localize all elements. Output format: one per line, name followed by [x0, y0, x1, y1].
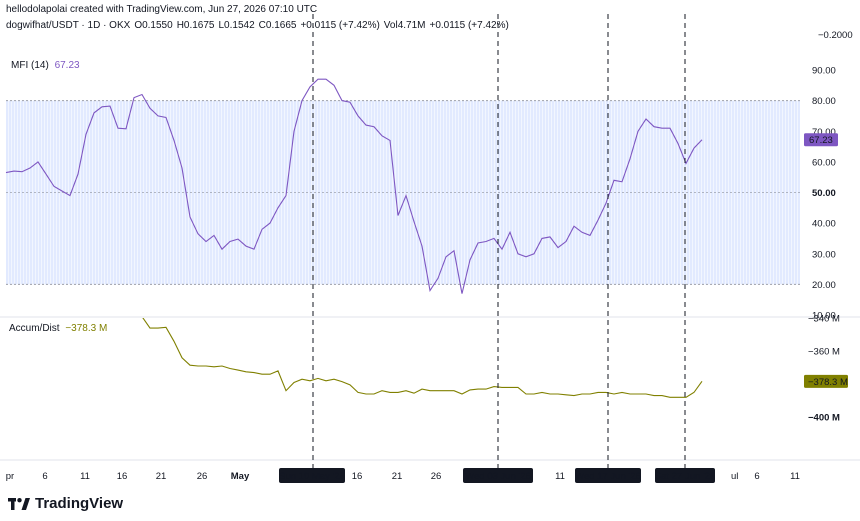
x-axis-tick: 26: [197, 471, 208, 482]
x-axis-tick: pr: [6, 471, 14, 482]
x-axis-tick: 6: [42, 471, 47, 482]
date-highlight-label-bg: [463, 468, 533, 483]
brand-name: TradingView: [35, 495, 124, 512]
mfi-y-tick: 20.00: [812, 280, 836, 291]
accum-dist-last-value-text: −378.3 M: [808, 377, 848, 388]
mfi-y-tick: 50.00: [812, 188, 836, 199]
x-axis-tick: 6: [754, 471, 759, 482]
chart-attribution: hellodolapolai created with TradingView.…: [6, 4, 318, 15]
price-axis-label: −0.2000: [818, 30, 853, 41]
mfi-last-value-badge: [804, 133, 838, 147]
accum-dist-legend-title: Accum/Dist: [9, 323, 60, 334]
symbol-low: L0.1542: [218, 20, 255, 31]
x-axis-tick-partial: ul: [731, 471, 738, 482]
symbol-change: +0.0115 (+7.42%): [300, 20, 380, 31]
mfi-y-tick: 60.00: [812, 157, 836, 168]
tradingview-logo-icon: [8, 497, 30, 510]
accum-dist-y-tick: −400 M: [808, 413, 840, 424]
accum-dist-legend-value: −378.3 M: [65, 323, 108, 334]
mfi-y-tick: 40.00: [812, 219, 836, 230]
x-axis-tick: 11: [555, 471, 565, 482]
axes: −0.2000 90.00 80.00 70.00 60.00 50.00 40.00 30.…: [6, 30, 853, 483]
date-highlight-label-bg: [655, 468, 715, 483]
mfi-line: [5, 78, 703, 294]
date-highlight-label-bg: [575, 468, 641, 483]
x-axis-tick: 11: [80, 471, 90, 482]
mfi-y-tick: 10.00: [812, 311, 836, 322]
chart-series: [5, 78, 703, 398]
date-highlight-label: Wed 17 Jun '26: [575, 471, 641, 482]
mfi-legend[interactable]: MFI (14) 67.23: [11, 60, 80, 71]
accum-dist-line: [142, 318, 703, 398]
mfi-overbought-oversold-band: [6, 100, 800, 285]
x-axis-tick: 16: [117, 471, 128, 482]
mfi-y-tick: 30.00: [812, 249, 836, 260]
x-axis-tick: 26: [431, 471, 442, 482]
date-highlight-label: Sun 10 May '26: [279, 471, 345, 482]
tradingview-brand[interactable]: TradingView: [8, 495, 123, 512]
date-highlight-label-bg: [279, 468, 345, 483]
mfi-y-tick: 80.00: [812, 96, 836, 107]
accum-dist-y-tick: −360 M: [808, 347, 840, 358]
symbol-legend: dogwifhat/USDT · 1D · OKX O0.1550 H0.1675 L…: [6, 20, 513, 31]
x-axis-tick: 21: [392, 471, 403, 482]
symbol-close: C0.1665: [258, 20, 297, 31]
mfi-legend-title: MFI (14): [11, 60, 49, 71]
date-highlight-label: Wed 03 Jun '26: [465, 471, 531, 482]
x-axis-tick: 11: [790, 471, 800, 482]
x-axis-tick: 21: [156, 471, 167, 482]
date-highlight-label: Sat 27 Jun '26: [655, 471, 715, 482]
symbol-name: dogwifhat/USDT · 1D · OKX: [6, 20, 131, 31]
mfi-y-tick: 70.00: [812, 127, 836, 138]
symbol-high: H0.1675: [176, 20, 215, 31]
symbol-volume: Vol4.71M: [383, 20, 426, 31]
chart-grid: [0, 316, 860, 461]
accum-dist-legend[interactable]: Accum/Dist −378.3 M: [9, 323, 107, 334]
accum-dist-last-value-badge: [804, 374, 848, 388]
x-axis-tick: May: [231, 471, 250, 482]
mfi-last-value-text: 67.23: [809, 135, 833, 146]
x-axis-tick: 16: [352, 471, 363, 482]
symbol-change-2: +0.0115 (+7.42%): [429, 20, 509, 31]
date-crosshairs: [312, 14, 686, 470]
symbol-open: O0.1550: [134, 20, 173, 31]
accum-dist-y-tick: −340 M: [808, 314, 840, 325]
mfi-legend-value: 67.23: [54, 60, 80, 71]
mfi-y-tick: 90.00: [812, 66, 836, 77]
